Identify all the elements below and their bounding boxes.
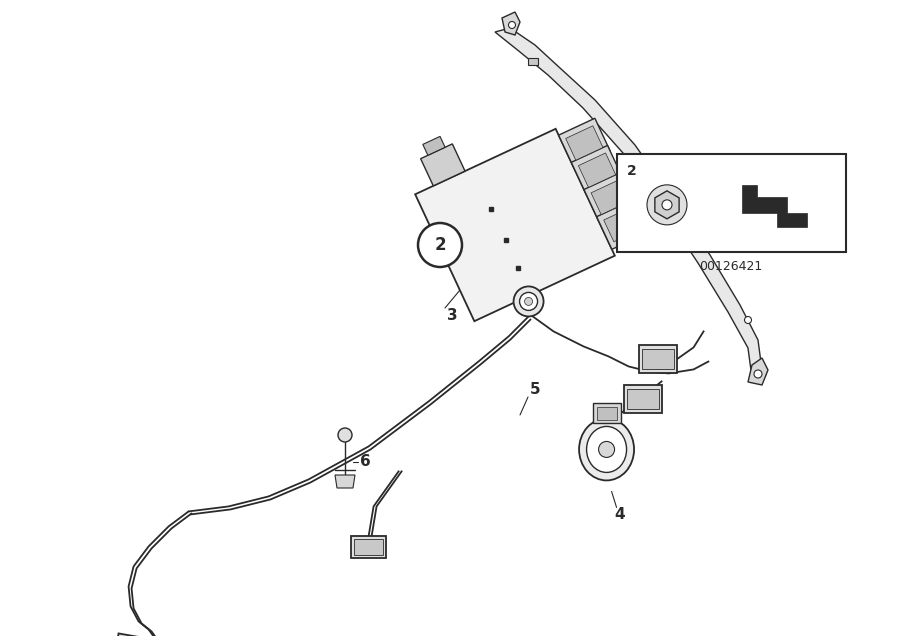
Circle shape	[598, 441, 615, 457]
Bar	[592, 403, 621, 424]
Polygon shape	[591, 180, 628, 214]
Bar	[642, 349, 673, 370]
Bar	[597, 408, 617, 420]
Polygon shape	[655, 191, 680, 219]
Circle shape	[514, 286, 544, 317]
Polygon shape	[495, 28, 762, 378]
Text: 2: 2	[434, 236, 446, 254]
Circle shape	[508, 22, 516, 29]
Polygon shape	[584, 172, 635, 222]
Polygon shape	[502, 12, 520, 35]
Polygon shape	[572, 146, 623, 195]
Polygon shape	[566, 126, 603, 160]
Polygon shape	[420, 144, 465, 186]
Polygon shape	[604, 207, 641, 242]
Bar	[626, 389, 659, 410]
Polygon shape	[748, 358, 768, 385]
Text: 6: 6	[360, 455, 371, 469]
Ellipse shape	[579, 418, 634, 480]
Polygon shape	[579, 153, 616, 188]
Bar	[351, 536, 385, 558]
Bar	[354, 539, 382, 555]
Circle shape	[744, 317, 752, 324]
Bar	[616, 153, 846, 252]
Polygon shape	[335, 475, 355, 488]
Bar	[113, 633, 158, 636]
Polygon shape	[415, 129, 615, 321]
Circle shape	[525, 298, 533, 305]
Text: 5: 5	[530, 382, 541, 398]
Circle shape	[662, 200, 672, 210]
Circle shape	[418, 223, 462, 267]
Circle shape	[338, 428, 352, 442]
Text: 1: 1	[760, 198, 770, 212]
Text: 3: 3	[447, 307, 457, 322]
Circle shape	[647, 185, 687, 225]
Polygon shape	[559, 118, 610, 168]
Bar	[624, 385, 662, 413]
Text: 00126421: 00126421	[699, 261, 763, 273]
Text: 2: 2	[626, 164, 636, 178]
Bar	[528, 58, 538, 65]
Polygon shape	[423, 136, 446, 155]
Polygon shape	[597, 200, 648, 249]
Polygon shape	[742, 185, 806, 227]
Circle shape	[519, 293, 537, 310]
Bar	[639, 345, 677, 373]
Text: 4: 4	[615, 507, 626, 522]
Ellipse shape	[587, 426, 626, 473]
Circle shape	[754, 370, 762, 378]
